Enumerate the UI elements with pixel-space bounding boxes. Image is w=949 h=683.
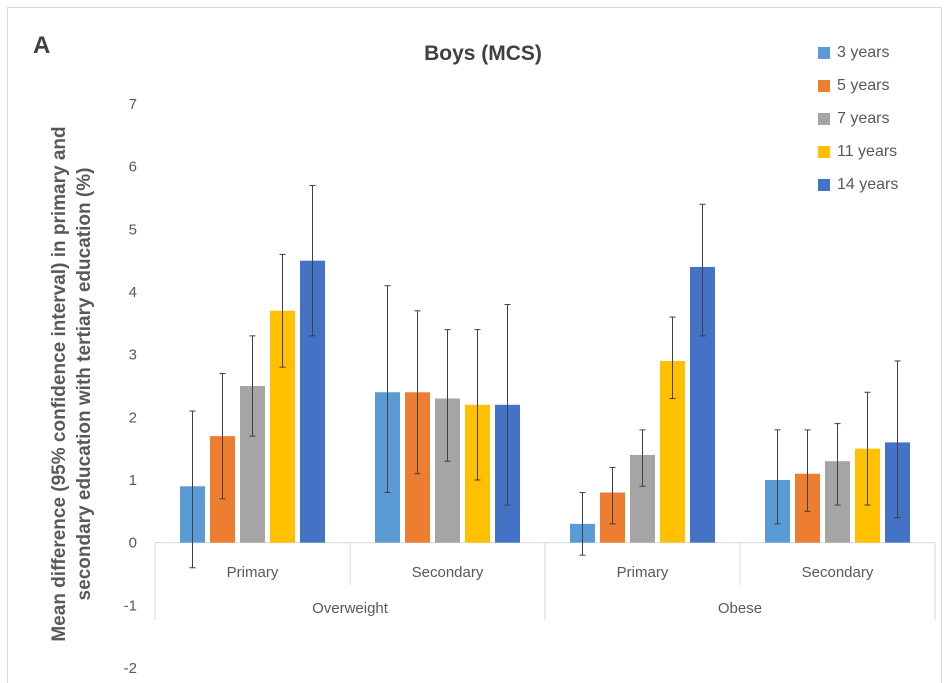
group-label: Obese (718, 600, 762, 617)
chart-title: Boys (MCS) (424, 42, 542, 65)
category-label: Primary (617, 564, 669, 581)
category-label: Secondary (802, 564, 874, 581)
legend-item: 3 years (818, 36, 898, 69)
y-tick-label: 5 (129, 221, 137, 238)
legend-swatch (818, 46, 830, 59)
legend-item: 11 years (818, 135, 898, 168)
category-label: Secondary (412, 564, 484, 581)
panel-label: A (33, 32, 51, 59)
legend-label: 3 years (837, 43, 890, 61)
legend-swatch (818, 112, 830, 125)
legend-swatch (818, 178, 830, 191)
legend-label: 11 years (837, 142, 898, 160)
legend-swatch (818, 79, 830, 92)
y-tick-label: 6 (129, 159, 137, 176)
y-tick-label: 4 (129, 284, 137, 301)
chart-frame (7, 7, 942, 683)
category-label: Primary (227, 564, 279, 581)
y-tick-label: 0 (129, 535, 137, 552)
legend-item: 7 years (818, 102, 898, 135)
group-label: Overweight (312, 600, 389, 617)
y-tick-label: 2 (129, 409, 137, 426)
legend-swatch (818, 145, 830, 158)
legend: 3 years 5 years 7 years 11 years 14 years (818, 36, 898, 201)
y-tick-label: -2 (124, 660, 137, 677)
legend-label: 5 years (837, 76, 890, 94)
y-tick-label: 7 (129, 96, 137, 113)
y-tick-label: 1 (129, 472, 137, 489)
legend-label: 7 years (837, 109, 890, 127)
y-tick-label: 3 (129, 347, 137, 364)
legend-item: 5 years (818, 69, 898, 102)
legend-label: 14 years (837, 175, 899, 193)
legend-item: 14 years (818, 168, 898, 201)
y-tick-label: -1 (124, 597, 137, 614)
